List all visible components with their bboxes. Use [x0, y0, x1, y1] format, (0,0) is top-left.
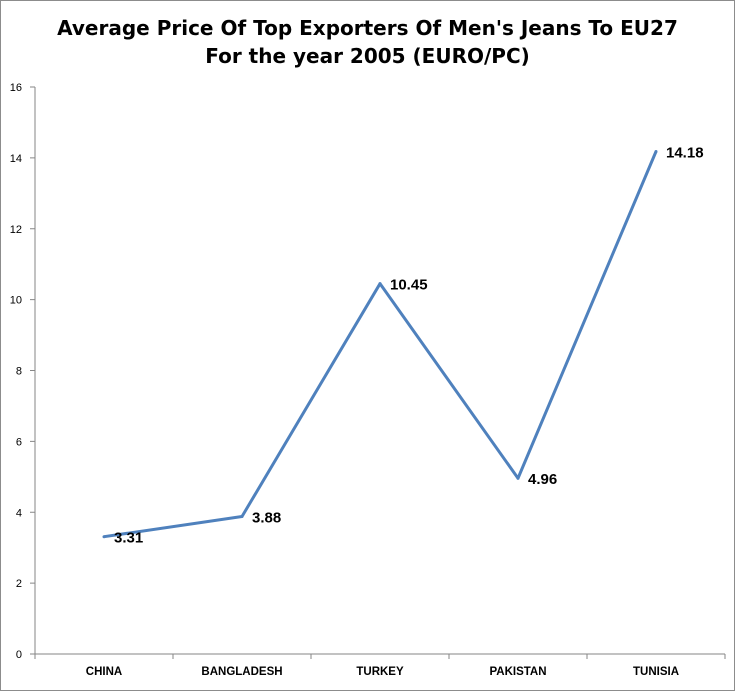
series-line — [103, 150, 658, 539]
x-category-label: TURKEY — [356, 666, 404, 678]
y-tick-label: 12 — [10, 224, 22, 236]
chart-title-block: Average Price Of Top Exporters Of Men's … — [0, 14, 735, 70]
y-tick-label: 14 — [10, 153, 22, 165]
chart-title: Average Price Of Top Exporters Of Men's … — [57, 16, 678, 40]
data-label: 14.18 — [666, 144, 704, 161]
y-tick-label: 6 — [16, 436, 22, 448]
x-category-label: CHINA — [86, 666, 122, 678]
y-tick-label: 2 — [16, 578, 22, 590]
y-tick-label: 0 — [16, 649, 22, 661]
data-point — [654, 149, 658, 153]
y-tick-label: 8 — [16, 366, 22, 378]
data-point — [240, 515, 244, 519]
data-point — [102, 535, 106, 539]
data-label: 3.88 — [252, 510, 281, 527]
x-category-label: PAKISTAN — [489, 666, 546, 678]
y-tick-label: 10 — [10, 295, 22, 307]
data-label: 3.31 — [114, 530, 143, 547]
y-tick-label: 16 — [10, 82, 22, 94]
data-point — [378, 282, 382, 286]
data-point — [516, 476, 520, 480]
y-tick-label: 4 — [16, 507, 22, 519]
x-category-label: BANGLADESH — [201, 666, 282, 678]
chart-subtitle: For the year 2005 (EURO/PC) — [205, 44, 530, 68]
data-label: 4.96 — [528, 471, 557, 488]
data-label: 10.45 — [390, 277, 428, 294]
x-category-label: TUNISIA — [633, 666, 679, 678]
